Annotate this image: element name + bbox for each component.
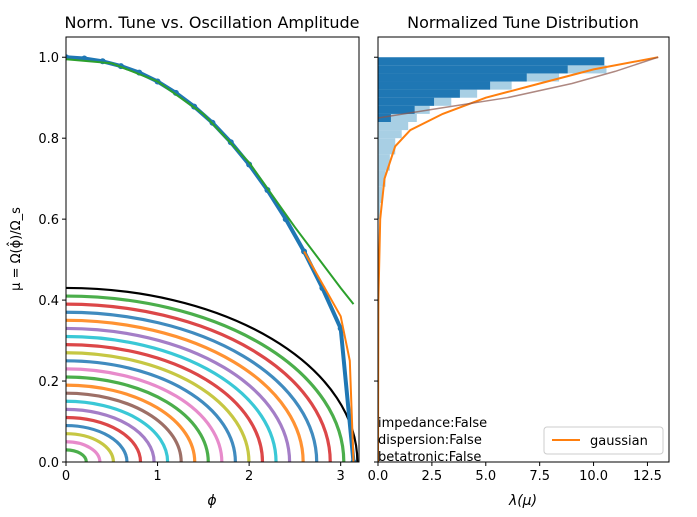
legend-label-gaussian: gaussian: [590, 434, 648, 449]
legend: gaussian: [543, 426, 664, 455]
right-xlabel: λ(μ): [508, 493, 537, 509]
hist-light-bar-9: [378, 138, 396, 155]
ring-18: [66, 432, 116, 462]
ring-8: [66, 351, 251, 462]
annotation-dispersion: dispersion:False: [378, 433, 482, 448]
left-ytick-label-0: 0.0: [38, 456, 59, 471]
ring-10: [66, 367, 224, 462]
left-xlabel: ϕ: [207, 493, 216, 509]
right-plot-area: [378, 56, 659, 462]
ring-7: [66, 343, 265, 462]
hist-dark-bar-5: [378, 97, 435, 106]
hist-light-bar-6: [378, 113, 417, 122]
right-xtick-label-0: 0.0: [368, 469, 389, 484]
right-xtick-label-1: 2.5: [422, 469, 443, 484]
ring-12: [66, 383, 197, 462]
right-title: Normalized Tune Distribution: [407, 13, 639, 32]
ring-6: [66, 334, 278, 462]
ring-4: [66, 318, 305, 462]
ring-3: [66, 310, 319, 462]
annotation-betatronic: betatronic:False: [378, 450, 481, 465]
ring-14: [66, 399, 170, 462]
hist-light-bar-11: [378, 170, 386, 187]
ring-5: [66, 326, 292, 462]
hist-dark-bar-1: [378, 65, 568, 74]
hist-light-bar-10: [378, 154, 390, 171]
legend-box: [543, 426, 664, 455]
left-axes-frame: [65, 36, 360, 463]
ring-15: [66, 407, 156, 462]
left-ytick-label-3: 0.6: [38, 213, 59, 228]
left-plot-area: [66, 54, 359, 462]
ring-17: [66, 423, 129, 462]
hist-light-bar-13: [378, 202, 381, 220]
annotation-impedance: impedance:False: [378, 416, 487, 431]
right-axes-frame: [377, 36, 670, 463]
left-ytick-label-1: 0.2: [38, 375, 59, 390]
right-series-line-0: [378, 56, 659, 462]
left-axes: 0 1 2 3 0.0 0.2 0.4 0.6 0.8 1.0: [38, 51, 345, 484]
left-xtick-label-1: 1: [153, 469, 161, 484]
hist-dark-bar-6: [378, 105, 415, 114]
ring-13: [66, 391, 183, 462]
right-series-line-1: [378, 56, 659, 119]
hist-dark-bar-7: [378, 113, 391, 122]
ring-11: [66, 375, 210, 462]
right-xtick-label-5: 12.5: [633, 469, 662, 484]
left-ylabel: μ = Ω(ϕ̂)/Ω_s: [7, 207, 24, 291]
series-line-2: [303, 251, 355, 462]
ring-2: [66, 302, 332, 462]
hist-light-bar-12: [378, 186, 383, 203]
left-xtick-label-2: 2: [245, 469, 253, 484]
left-xtick-label-0: 0: [62, 469, 70, 484]
left-ytick-label-2: 0.4: [38, 294, 59, 309]
right-xtick-label-4: 10.0: [579, 469, 608, 484]
right-xtick-label-3: 7.5: [529, 469, 550, 484]
hist-dark-bar-0: [378, 57, 605, 66]
ring-19: [66, 440, 102, 462]
ring-16: [66, 415, 143, 462]
right-xtick-label-2: 5.0: [475, 469, 496, 484]
ring-1: [66, 294, 346, 462]
left-xtick-label-3: 3: [337, 469, 345, 484]
left-ytick-label-4: 0.8: [38, 132, 59, 147]
hist-dark-bar-2: [378, 73, 527, 82]
hist-dark-bar-3: [378, 81, 491, 90]
hist-dark-bar-4: [378, 89, 460, 98]
ring-20: [66, 448, 88, 462]
hist-light-bar-8: [378, 130, 402, 139]
left-ytick-label-5: 1.0: [38, 51, 59, 66]
ring-9: [66, 359, 237, 462]
left-title: Norm. Tune vs. Oscillation Amplitude: [65, 13, 360, 32]
hist-light-bar-7: [378, 122, 409, 131]
series-line-1: [66, 58, 355, 305]
right-axes: 0.0 2.5 5.0 7.5 10.0 12.5: [368, 56, 662, 484]
